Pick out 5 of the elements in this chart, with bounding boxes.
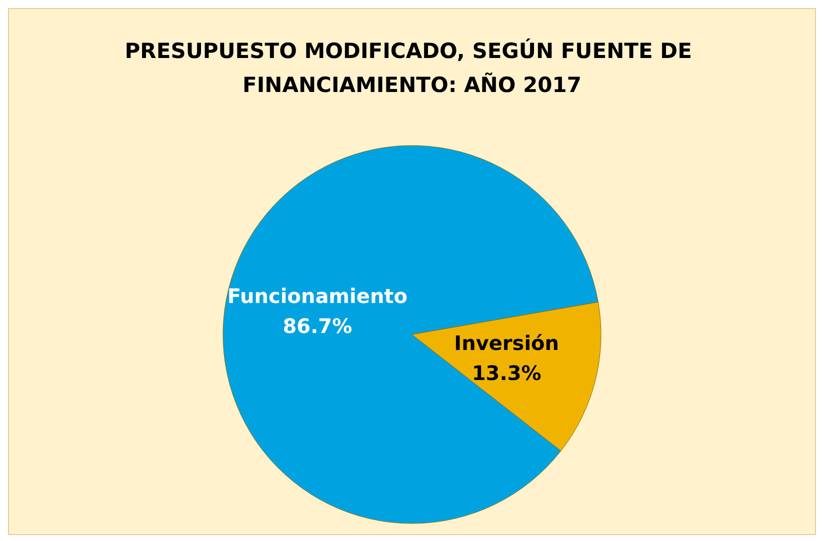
chart-title: PRESUPUESTO MODIFICADO, SEGÚN FUENTE DE FINANCIAMIENTO: AÑO 2017 xyxy=(124,38,700,97)
data-label: 13.3% xyxy=(472,361,542,386)
slice-label: Funcionamiento xyxy=(227,284,408,308)
slice-label: Inversión xyxy=(454,331,560,356)
data-label: 86.7% xyxy=(282,314,352,338)
